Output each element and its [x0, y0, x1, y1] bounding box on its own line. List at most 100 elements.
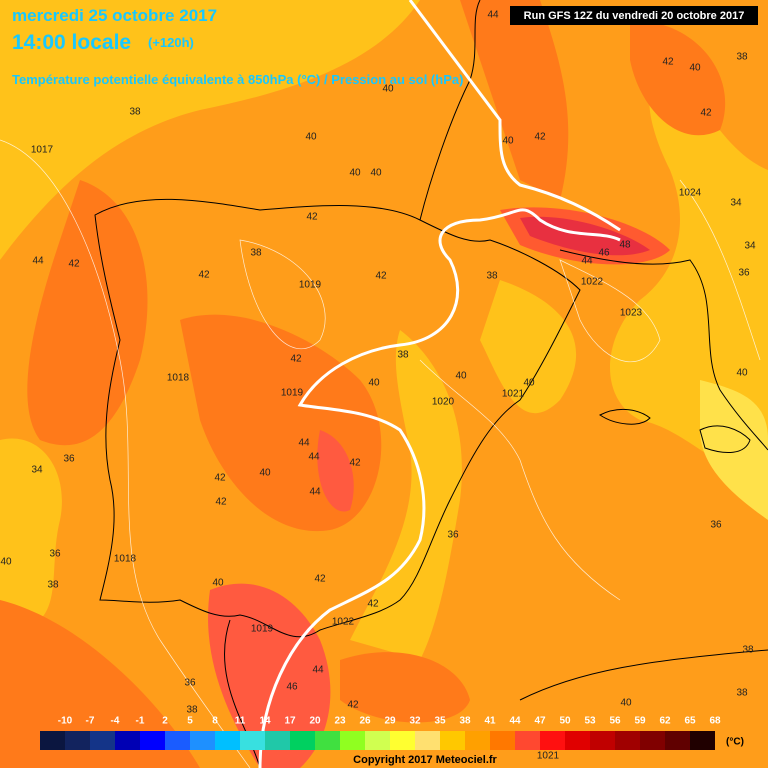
field	[340, 652, 470, 723]
field	[630, 20, 726, 136]
map-label: 46	[598, 248, 610, 259]
map-label: 42	[367, 599, 379, 610]
scale-swatch	[165, 731, 190, 750]
map-label: 34	[744, 241, 756, 252]
map-label: 40	[259, 468, 271, 479]
map-label: 40	[689, 63, 701, 74]
map-label: 40	[736, 368, 748, 379]
scale-swatch	[265, 731, 290, 750]
scale-tick-label: 41	[484, 716, 496, 727]
scale-tick-label: 2	[162, 716, 168, 727]
map-label: 42	[214, 473, 226, 484]
subtitle: Température potentielle équivalente à 85…	[12, 72, 463, 87]
scale-tick-label: 5	[187, 716, 193, 727]
scale-tick-label: 35	[434, 716, 446, 727]
map-label: 42	[662, 57, 674, 68]
scale-tick-label: 65	[684, 716, 696, 727]
scale-tick-label: 26	[359, 716, 371, 727]
map-label: 1019	[281, 388, 304, 399]
date: mercredi 25 octobre 2017	[12, 6, 217, 25]
field	[27, 180, 148, 446]
scale-swatch	[340, 731, 365, 750]
scale-tick-label: 14	[259, 716, 271, 727]
map-label: 1023	[620, 308, 643, 319]
scale-swatch	[640, 731, 665, 750]
map-label: 38	[47, 580, 59, 591]
map-label: 42	[215, 497, 227, 508]
scale-swatch	[515, 731, 540, 750]
field	[0, 0, 420, 260]
scale-tick-label: 32	[409, 716, 421, 727]
map-label: 1020	[432, 397, 455, 408]
map-label: 44	[581, 256, 593, 267]
field	[317, 430, 354, 512]
scale-unit: (°C)	[726, 737, 744, 748]
map-label: 42	[290, 354, 302, 365]
field	[0, 438, 62, 640]
map-label: 38	[129, 107, 141, 118]
scale-tick-label: 68	[709, 716, 721, 727]
scale-swatch	[290, 731, 315, 750]
map-label: 40	[305, 132, 317, 143]
map-label: 34	[31, 465, 43, 476]
map-label: 1024	[679, 188, 702, 199]
run-label: Run GFS 12Z du vendredi 20 octobre 2017	[524, 10, 745, 22]
map-labels: 44 42 40 38 42 42 40 40 38 40 1017 40 40 1024 34 42 48 46…	[0, 10, 756, 762]
map-label: 40	[523, 378, 535, 389]
map-label: 42	[68, 259, 80, 270]
map-label: 40	[502, 136, 514, 147]
time: 14:00 locale	[12, 31, 131, 54]
map-label: 40	[370, 168, 382, 179]
map-label: 44	[309, 487, 321, 498]
map-label: 34	[730, 198, 742, 209]
map-label: 42	[349, 458, 361, 469]
map-label: 1019	[299, 280, 322, 291]
scale-tick-label: 20	[309, 716, 321, 727]
map-label: 42	[375, 271, 387, 282]
front	[258, 208, 621, 768]
map-label: 1022	[581, 277, 604, 288]
scale-swatch	[665, 731, 690, 750]
scale-swatch	[90, 731, 115, 750]
scale-tick-label: -1	[136, 716, 145, 727]
field	[0, 600, 200, 768]
field	[350, 330, 462, 660]
field	[460, 0, 569, 200]
copyright: Copyright 2017 Meteociel.fr	[353, 754, 497, 766]
map-label: 40	[0, 557, 12, 568]
scale-tick-label: -10	[58, 716, 73, 727]
map-label: 38	[397, 350, 409, 361]
scale-tick-label: 47	[534, 716, 546, 727]
scale-tick-label: -7	[86, 716, 95, 727]
scale-swatch	[215, 731, 240, 750]
field	[480, 280, 577, 414]
map-label: 38	[250, 248, 262, 259]
lead-time: (+120h)	[148, 35, 194, 50]
map-label: 38	[736, 688, 748, 699]
map-label: 38	[742, 645, 754, 656]
map-label: 40	[212, 578, 224, 589]
map-label: 44	[312, 665, 324, 676]
map-label: 46	[286, 682, 298, 693]
scale-swatch	[590, 731, 615, 750]
scale-swatch	[690, 731, 715, 750]
map-label: 44	[487, 10, 499, 21]
scale-tick-label: 53	[584, 716, 596, 727]
scale-tick-label: 38	[459, 716, 471, 727]
map-label: 42	[198, 270, 210, 281]
map-label: 40	[349, 168, 361, 179]
scale-tick-label: 8	[212, 716, 218, 727]
map-label: 44	[298, 438, 310, 449]
color-scale: -10 -7 -4 -1 2 5 8 11 14 17 20 23 26 29 32 35 38 41 44 47 50…	[40, 716, 744, 750]
isobars	[0, 139, 761, 768]
map-label: 42	[314, 574, 326, 585]
coastlines	[94, 0, 768, 768]
scale-swatch	[40, 731, 65, 750]
scale-swatch	[140, 731, 165, 750]
field	[700, 380, 768, 520]
scale-tick-label: 50	[559, 716, 571, 727]
map-label: 1019	[251, 624, 274, 635]
scale-swatch	[540, 731, 565, 750]
scale-swatch	[440, 731, 465, 750]
scale-swatch	[190, 731, 215, 750]
